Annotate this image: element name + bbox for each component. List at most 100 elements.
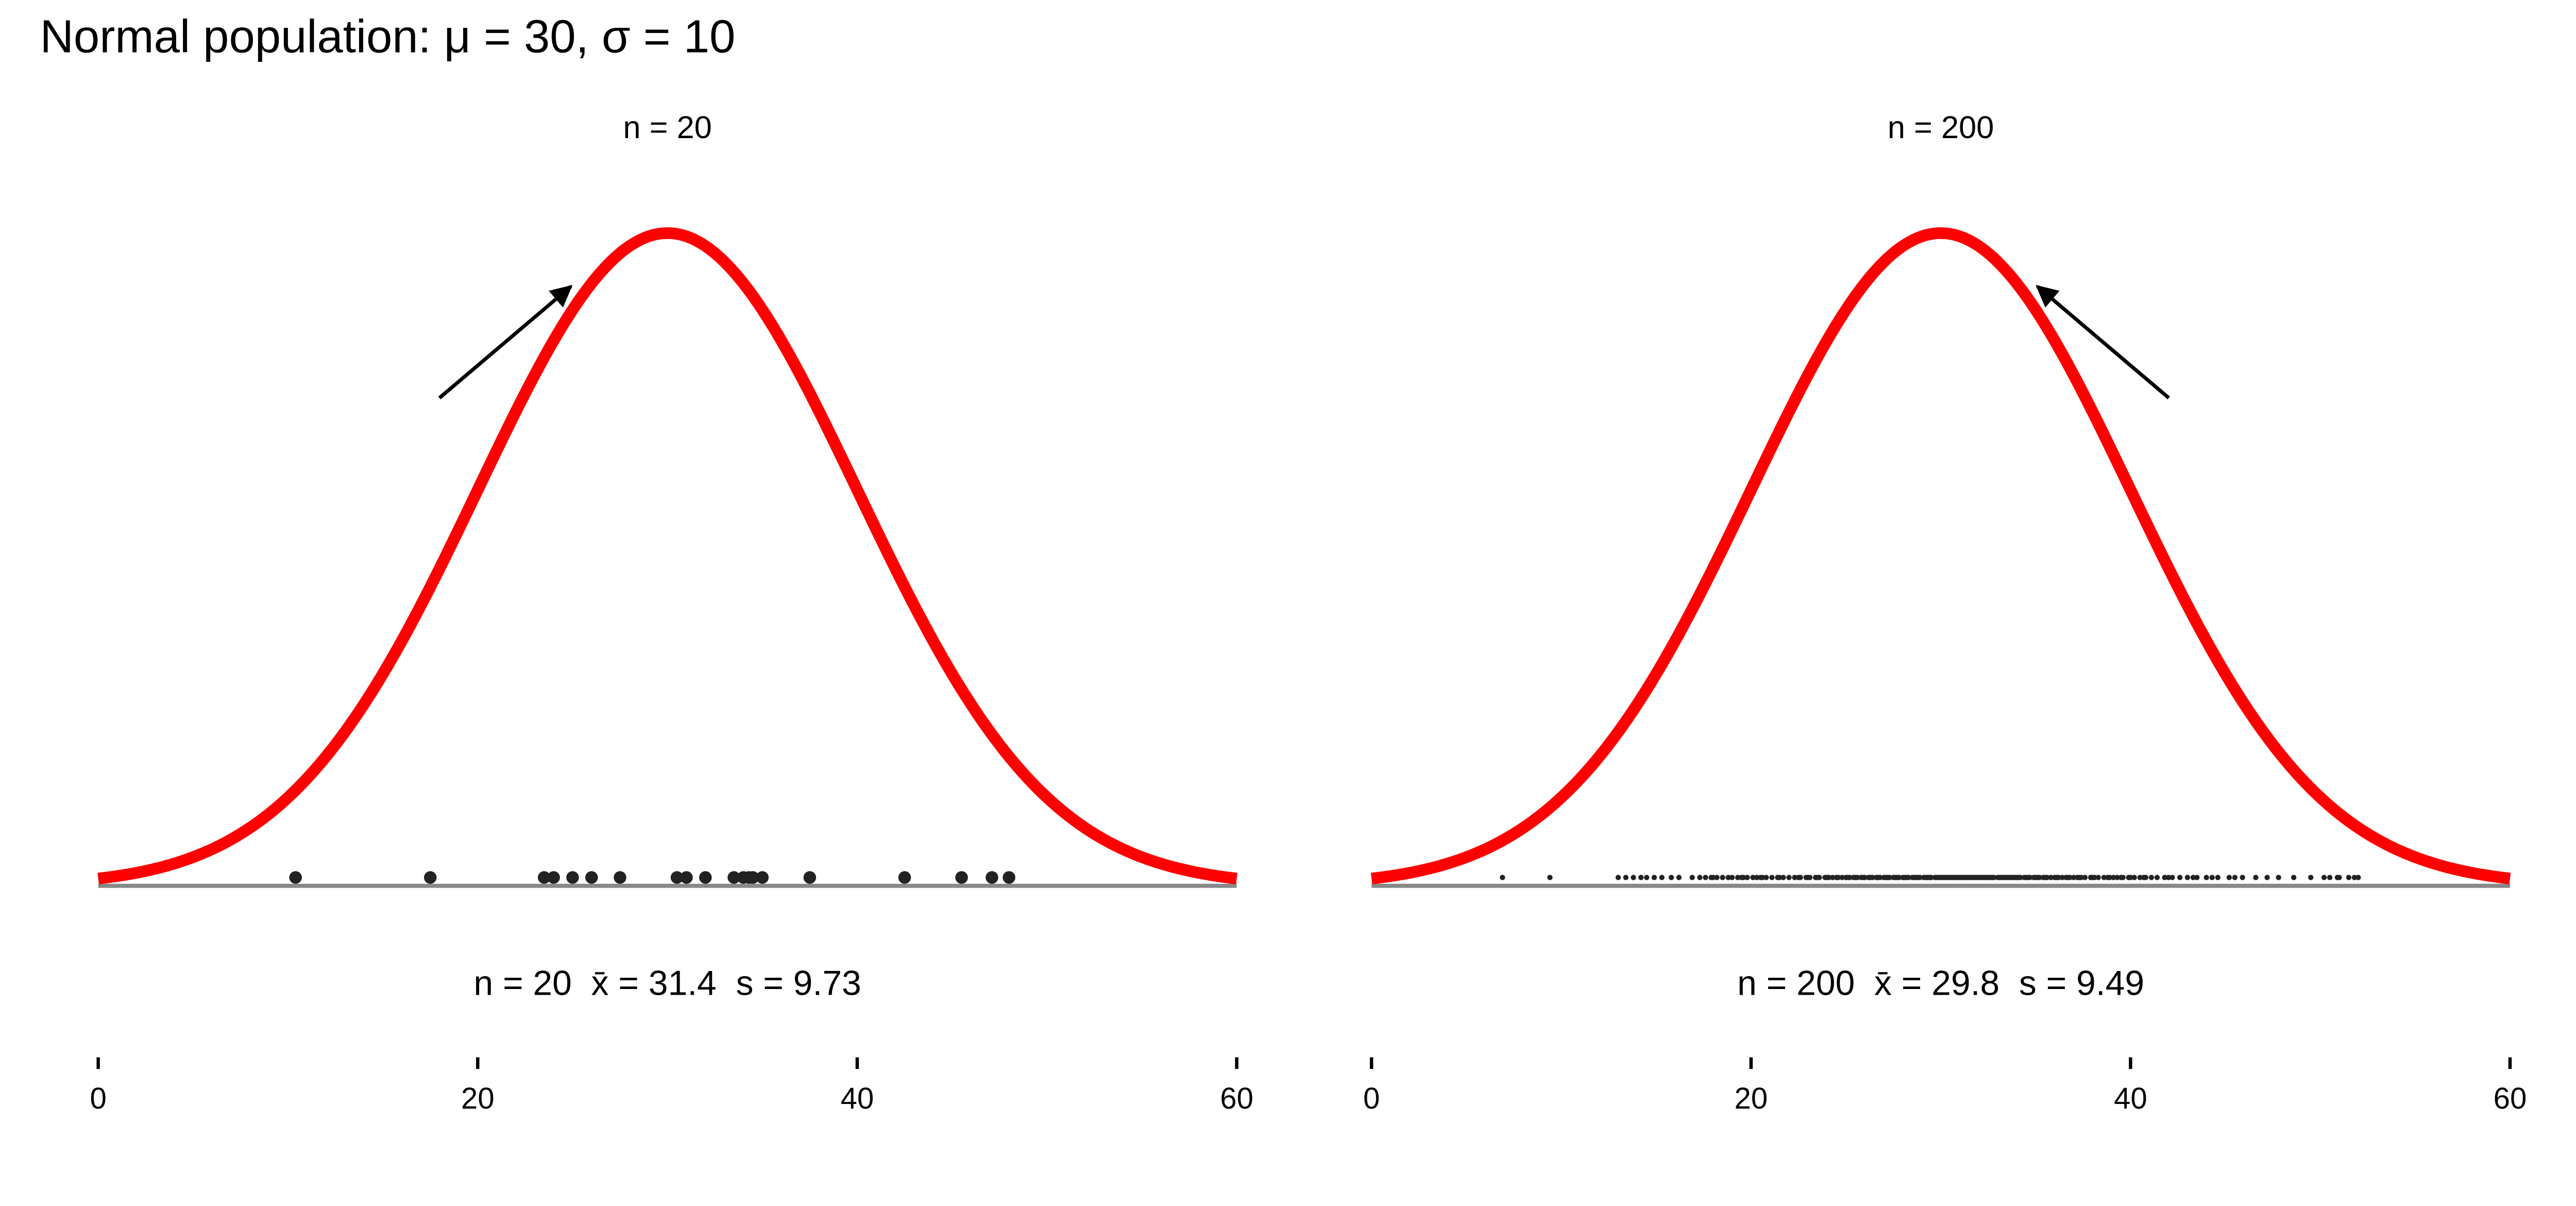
data-point xyxy=(2355,875,2361,880)
data-point xyxy=(1928,875,1934,880)
data-point xyxy=(1795,875,1801,880)
data-point xyxy=(1689,875,1695,880)
data-point xyxy=(1885,875,1891,880)
data-point xyxy=(2291,875,2297,880)
data-point xyxy=(2137,875,2143,880)
data-point xyxy=(1987,875,1993,880)
data-point xyxy=(1547,875,1553,880)
data-point xyxy=(2131,875,2137,880)
data-point xyxy=(2035,875,2041,880)
data-point xyxy=(1964,875,1970,880)
data-point xyxy=(2240,875,2245,880)
data-point xyxy=(1703,875,1708,880)
x-tick-label: 40 xyxy=(2114,1082,2147,1115)
data-point xyxy=(2154,875,2160,880)
data-point xyxy=(1815,875,1820,880)
data-point xyxy=(1959,875,1964,880)
data-point xyxy=(1735,875,1741,880)
data-point xyxy=(1936,875,1942,880)
arrow xyxy=(438,284,573,399)
density-curve xyxy=(1370,227,2511,884)
data-point xyxy=(1970,875,1976,880)
data-point xyxy=(1644,875,1650,880)
data-point xyxy=(1845,875,1851,880)
data-point xyxy=(1953,875,1959,880)
data-point xyxy=(1729,875,1735,880)
x-tick-label: 20 xyxy=(461,1082,495,1115)
data-point xyxy=(1917,875,1923,880)
data-point xyxy=(1697,875,1703,880)
data-point xyxy=(2071,875,2077,880)
data-point xyxy=(2321,875,2327,880)
data-point xyxy=(1868,875,1873,880)
data-point xyxy=(1981,875,1987,880)
data-point xyxy=(1786,875,1792,880)
data-point xyxy=(1829,875,1836,880)
data-point xyxy=(537,871,551,884)
data-point xyxy=(2025,875,2031,880)
data-point xyxy=(2226,875,2232,880)
data-point xyxy=(2327,875,2333,880)
data-point xyxy=(1925,875,1930,880)
data-point xyxy=(1651,875,1657,880)
data-point xyxy=(1003,871,1015,884)
data-point xyxy=(2308,875,2314,880)
data-point xyxy=(1744,875,1750,880)
data-point xyxy=(289,871,302,884)
data-point xyxy=(1676,875,1682,880)
data-point xyxy=(2059,875,2065,880)
data-point xyxy=(2165,875,2172,880)
arrow xyxy=(2036,284,2170,399)
data-point xyxy=(2010,875,2016,880)
data-point xyxy=(2232,875,2238,880)
data-point xyxy=(2015,875,2022,880)
data-point xyxy=(1668,875,1674,880)
data-point xyxy=(2253,875,2259,880)
data-point xyxy=(1805,875,1811,880)
data-point xyxy=(1776,875,1783,880)
data-point xyxy=(1839,875,1845,880)
data-point xyxy=(2118,875,2124,880)
data-point xyxy=(2162,875,2167,880)
data-point xyxy=(2148,875,2155,880)
data-point xyxy=(2004,875,2010,880)
data-point xyxy=(1824,875,1830,880)
x-tick-label: 60 xyxy=(2494,1082,2527,1115)
data-point xyxy=(1998,875,2005,880)
data-point xyxy=(2184,875,2191,880)
data-point xyxy=(1757,875,1764,880)
data-point xyxy=(955,871,968,884)
x-tick-label: 0 xyxy=(90,1082,106,1115)
data-point xyxy=(2107,875,2113,880)
data-point xyxy=(1875,875,1881,880)
data-point xyxy=(1623,875,1629,880)
data-point xyxy=(2276,875,2281,880)
data-point xyxy=(2054,875,2059,880)
data-point xyxy=(1764,875,1769,880)
data-point xyxy=(2082,875,2088,880)
data-point xyxy=(1750,875,1756,880)
data-point xyxy=(2095,875,2101,880)
data-point xyxy=(614,871,626,884)
x-tick-label: 20 xyxy=(1734,1082,1768,1115)
data-point xyxy=(2101,875,2107,880)
panel-title: n = 200 xyxy=(1888,110,1994,145)
data-point xyxy=(2194,875,2200,880)
data-point xyxy=(670,871,684,884)
data-point xyxy=(2190,875,2196,880)
data-point xyxy=(747,871,759,884)
panel-title: n = 20 xyxy=(623,110,711,145)
data-point xyxy=(2177,875,2183,880)
data-point xyxy=(2048,875,2054,880)
data-point xyxy=(1853,875,1858,880)
data-point xyxy=(2264,875,2270,880)
data-point xyxy=(2141,875,2147,880)
data-point xyxy=(1754,875,1759,880)
data-point xyxy=(2128,875,2133,880)
data-point xyxy=(2215,875,2221,880)
data-point xyxy=(1714,875,1720,880)
data-point xyxy=(1860,875,1866,880)
data-point xyxy=(2346,875,2352,880)
